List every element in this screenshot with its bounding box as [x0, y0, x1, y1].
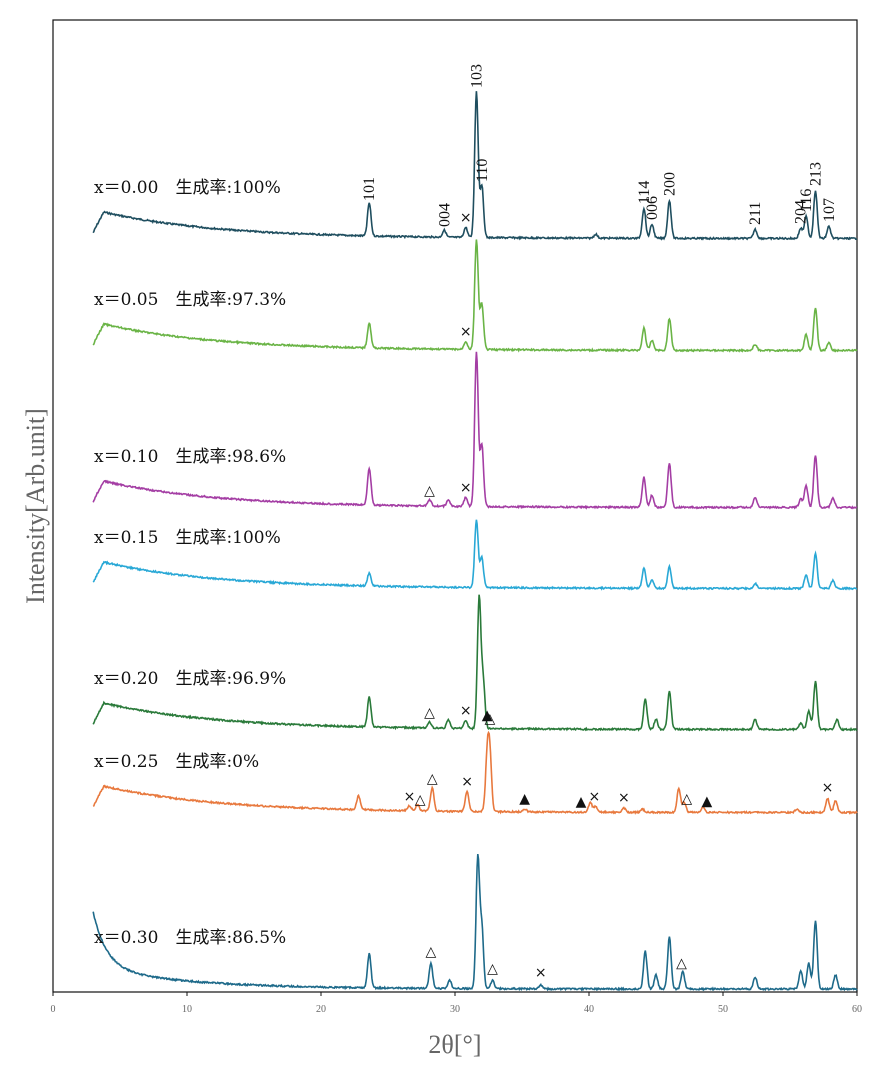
phase-marker: ▲ — [482, 708, 493, 724]
phase-marker: × — [588, 789, 600, 805]
series-label: x＝0.00 生成率:100% — [94, 178, 281, 198]
peak-label: 211 — [747, 202, 764, 225]
phase-marker: × — [460, 703, 472, 719]
series-label: x＝0.20 生成率:96.9% — [94, 669, 286, 689]
phase-marker: △ — [427, 771, 438, 787]
series-label: x＝0.05 生成率:97.3% — [94, 290, 286, 310]
x-tick-label: 60 — [852, 1004, 862, 1015]
peak-label: 101 — [361, 177, 378, 201]
series-label: x＝0.15 生成率:100% — [94, 528, 281, 548]
series-labels: x＝0.00 生成率:100% x＝0.05 生成率:97.3% x＝0.10 生成… — [94, 178, 286, 948]
peak-label: 114 — [636, 181, 653, 204]
peak-label: 204 — [793, 200, 810, 224]
series-line — [92, 351, 858, 510]
phase-marker: × — [618, 790, 630, 806]
series-label: x＝0.10 生成率:98.6% — [94, 447, 286, 467]
x-axis-label: 2θ[°] — [428, 1030, 481, 1059]
phase-marker: △ — [424, 705, 435, 721]
phase-marker: × — [460, 324, 472, 340]
phase-marker: × — [460, 210, 472, 226]
phase-marker: × — [822, 780, 834, 796]
phase-marker: △ — [424, 483, 435, 499]
peak-label: 110 — [474, 159, 491, 182]
series-line — [92, 239, 858, 353]
phase-marker: × — [404, 789, 416, 805]
peak-label: 107 — [821, 198, 838, 222]
x-tick-label: 40 — [584, 1004, 594, 1015]
x-tick-label: 20 — [316, 1004, 326, 1015]
phase-marker: × — [535, 965, 547, 981]
series-line — [92, 594, 858, 732]
x-tick-label: 30 — [450, 1004, 460, 1015]
series-label: x＝0.25 生成率:0% — [94, 752, 259, 772]
phase-marker: ▲ — [576, 794, 587, 810]
series-line — [92, 853, 858, 992]
peak-label: 213 — [808, 162, 825, 186]
phase-marker: × — [460, 480, 472, 496]
series-label: x＝0.30 生成率:86.5% — [94, 928, 286, 948]
peak-label: 006 — [644, 196, 661, 220]
x-axis-ticks: 0 10 20 30 40 50 60 — [51, 992, 862, 1015]
phase-marker: ▲ — [702, 794, 713, 810]
peak-label: 200 — [661, 172, 678, 196]
peak-label: 004 — [436, 203, 453, 227]
x-tick-label: 10 — [182, 1004, 192, 1015]
phase-marker: △ — [487, 961, 498, 977]
phase-marker: △ — [681, 791, 692, 807]
phase-marker: ▲ — [519, 791, 530, 807]
y-axis-label: Intensity[Arb.unit] — [21, 408, 50, 604]
phase-marker: △ — [415, 792, 426, 808]
x-tick-label: 0 — [51, 1004, 56, 1015]
series-group — [92, 91, 858, 992]
series-line — [92, 519, 858, 591]
peak-label: 116 — [798, 189, 815, 212]
phase-marker: △ — [676, 956, 687, 972]
phase-marker: △ — [425, 944, 436, 960]
x-tick-label: 50 — [718, 1004, 728, 1015]
phase-markers: ××△ ×△ × ▲△× △△ ×▲ ▲ × × △ ▲×△△ ×△ — [404, 210, 834, 981]
peak-label: 103 — [468, 64, 485, 88]
series-line — [92, 730, 858, 815]
series-line — [92, 91, 857, 241]
phase-marker: × — [461, 774, 473, 790]
phase-marker: △ — [484, 711, 495, 727]
